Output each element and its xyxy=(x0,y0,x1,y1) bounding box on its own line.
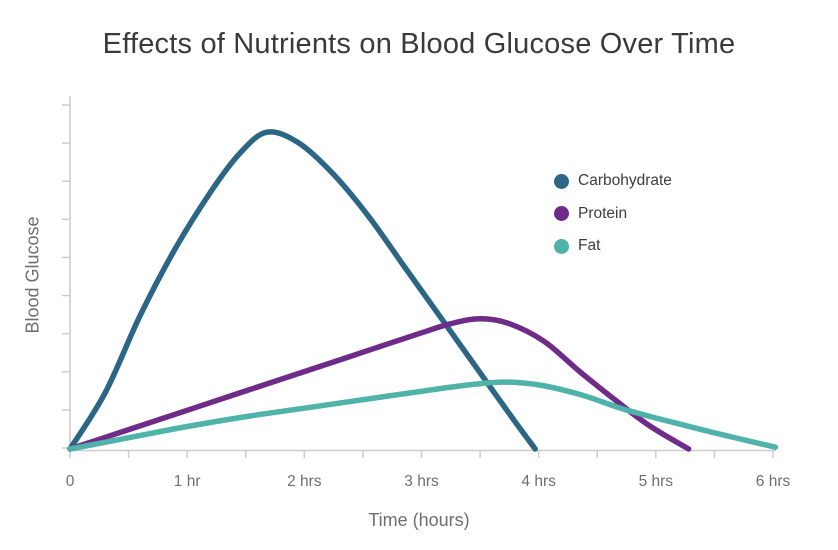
legend-label-fat: Fat xyxy=(578,237,601,255)
series-line-fat xyxy=(67,379,779,452)
legend-item-fat: Fat xyxy=(554,230,672,263)
axes-lines xyxy=(69,96,776,452)
y-axis-title: Blood Glucose xyxy=(22,216,43,334)
x-tick-label-0: 0 xyxy=(66,473,75,490)
chart-legend: Carbohydrate Protein Fat xyxy=(554,165,672,263)
legend-swatch-fat xyxy=(554,238,569,254)
legend-item-protein: Protein xyxy=(554,198,672,231)
x-axis-title: Time (hours) xyxy=(368,510,470,530)
legend-item-carbohydrate: Carbohydrate xyxy=(554,165,672,198)
x-tick-label-6: 6 hrs xyxy=(756,473,791,490)
legend-label-carbohydrate: Carbohydrate xyxy=(578,172,672,190)
x-tick-label-4: 4 hrs xyxy=(521,473,556,490)
x-tick-label-2: 2 hrs xyxy=(287,473,322,490)
series-line-protein xyxy=(67,316,692,452)
x-tick-label-5: 5 hrs xyxy=(639,473,674,490)
x-tick-label-1: 1 hr xyxy=(174,473,201,490)
legend-swatch-carbohydrate xyxy=(554,173,569,189)
x-tick-label-3: 3 hrs xyxy=(404,473,439,490)
legend-label-protein: Protein xyxy=(578,204,628,222)
series-line-carbohydrate xyxy=(67,129,538,452)
chart-title: Effects of Nutrients on Blood Glucose Ov… xyxy=(102,28,736,60)
legend-swatch-protein xyxy=(554,206,569,222)
